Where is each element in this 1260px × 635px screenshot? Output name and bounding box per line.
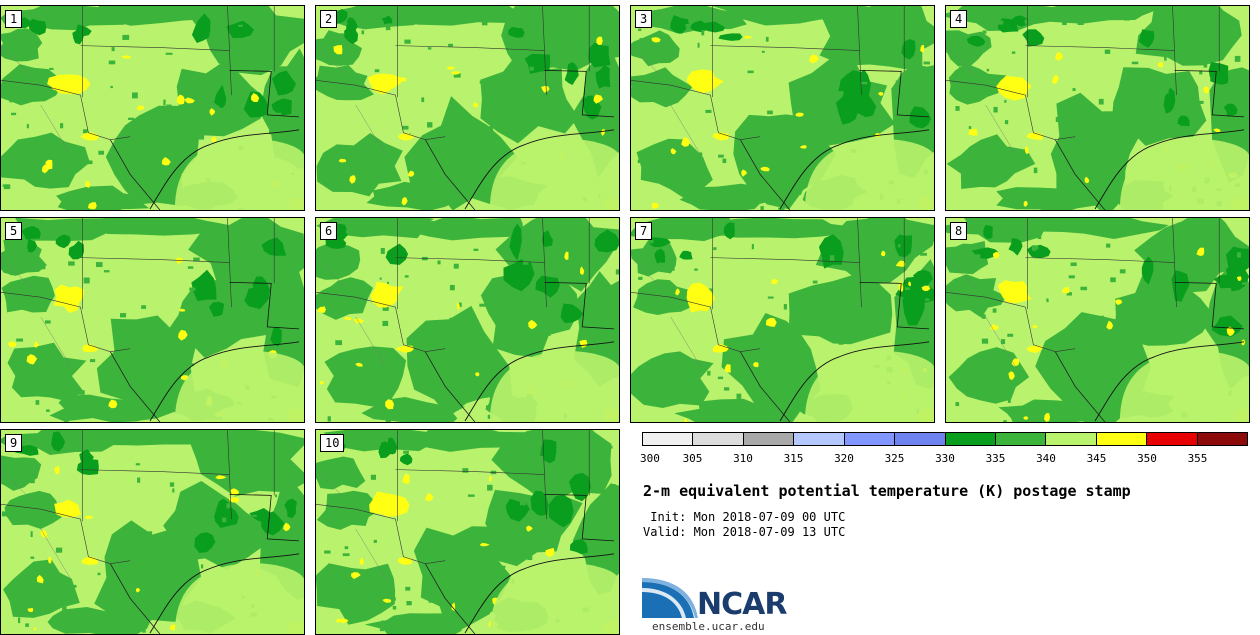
map-field <box>316 218 619 422</box>
colorbar-segment <box>995 433 1047 445</box>
colorbar-tick-label: 315 <box>783 452 804 465</box>
map-field <box>946 218 1249 422</box>
site-url: ensemble.ucar.edu <box>652 620 765 633</box>
map-panel: 7 <box>630 217 935 423</box>
chart-title: 2-m equivalent potential temperature (K)… <box>643 482 1131 500</box>
colorbar-segment <box>794 433 845 445</box>
colorbar-segment <box>844 433 896 445</box>
colorbar-tick-label: 310 <box>733 452 753 465</box>
colorbar-tick-label: 305 <box>682 452 703 465</box>
map-field <box>946 6 1249 210</box>
map-field <box>1 430 304 634</box>
map-panel: 3 <box>630 5 935 211</box>
map-panel: 9 <box>0 429 305 635</box>
map-panel: 8 <box>945 217 1250 423</box>
init-time: Init: Mon 2018-07-09 00 UTC <box>643 510 846 524</box>
map-panel: 2 <box>315 5 620 211</box>
colorbar <box>642 432 1248 446</box>
map-panel: 10 <box>315 429 620 635</box>
colorbar-tick-label: 330 <box>935 452 955 465</box>
colorbar-segment <box>693 433 744 445</box>
map-panel: 1 <box>0 5 305 211</box>
map-panel: 6 <box>315 217 620 423</box>
colorbar-segment <box>1147 433 1198 445</box>
map-field <box>1 218 304 422</box>
colorbar-segment <box>1046 433 1097 445</box>
colorbar-tick-label: 335 <box>985 452 1006 465</box>
colorbar-segment <box>1197 433 1248 445</box>
panel-number: 5 <box>5 222 23 240</box>
logo-text: NCAR <box>697 587 787 622</box>
map-field <box>631 218 934 422</box>
map-field <box>631 6 934 210</box>
panel-number: 9 <box>5 434 23 452</box>
panel-number: 3 <box>635 10 653 28</box>
panel-number: 7 <box>635 222 653 240</box>
colorbar-ticks: 300 305 310 315 320 325 330 335 340 345 350 355 <box>640 452 1248 466</box>
colorbar-segment <box>1096 433 1148 445</box>
colorbar-tick-label: 345 <box>1086 452 1107 465</box>
ncar-logo-icon <box>642 578 698 618</box>
map-panel: 5 <box>0 217 305 423</box>
colorbar-segment <box>743 433 795 445</box>
panel-number: 10 <box>320 434 345 452</box>
colorbar-tick-label: 350 <box>1137 452 1157 465</box>
map-panel: 4 <box>945 5 1250 211</box>
colorbar-segment <box>945 433 996 445</box>
panel-number: 1 <box>5 10 23 28</box>
colorbar-tick-label: 355 <box>1187 452 1208 465</box>
colorbar-tick-label: 340 <box>1036 452 1056 465</box>
colorbar-segment <box>895 433 946 445</box>
map-field <box>316 6 619 210</box>
colorbar-tick-label: 300 <box>640 452 660 465</box>
panel-number: 4 <box>950 10 968 28</box>
valid-time: Valid: Mon 2018-07-09 13 UTC <box>643 525 846 539</box>
map-field <box>316 430 619 634</box>
panel-number: 8 <box>950 222 968 240</box>
map-field <box>1 6 304 210</box>
colorbar-segment <box>643 433 694 445</box>
colorbar-tick-label: 325 <box>884 452 905 465</box>
panel-number: 6 <box>320 222 338 240</box>
panel-number: 2 <box>320 10 338 28</box>
colorbar-tick-label: 320 <box>834 452 854 465</box>
